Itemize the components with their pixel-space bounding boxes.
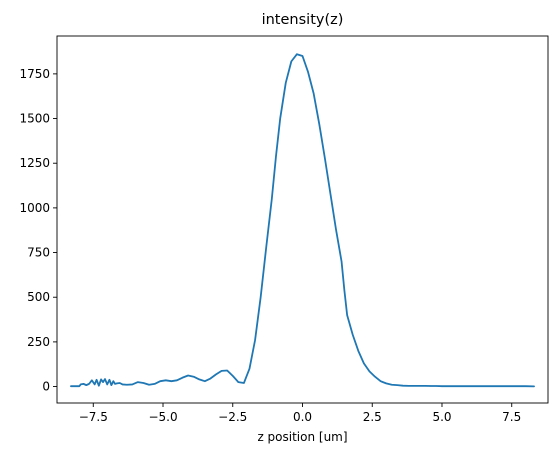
y-tick-label: 500 <box>27 290 50 304</box>
chart-title: intensity(z) <box>262 12 344 28</box>
y-tick-label: 1000 <box>19 201 50 215</box>
y-axis-ticks: 0 250 500 750 1000 1250 1500 1750 <box>19 67 57 394</box>
x-tick-label: −2.5 <box>218 410 247 424</box>
x-tick-label: 5.0 <box>432 410 451 424</box>
y-tick-label: 750 <box>27 246 50 260</box>
plot-frame <box>56 35 549 404</box>
x-axis-label: z position [um] <box>257 430 347 444</box>
x-tick-label: 2.5 <box>363 410 382 424</box>
y-tick-label: 1750 <box>19 67 50 81</box>
x-tick-label: 0.0 <box>293 410 312 424</box>
plot-area <box>56 35 549 404</box>
y-tick-label: 250 <box>27 335 50 349</box>
x-tick-label: −5.0 <box>148 410 177 424</box>
intensity-series-line <box>70 53 535 388</box>
y-tick-label: 1500 <box>19 112 50 126</box>
x-tick-label: −7.5 <box>79 410 108 424</box>
x-axis-ticks: −7.5 −5.0 −2.5 0.0 2.5 5.0 7.5 <box>79 403 521 424</box>
y-tick-label: 1250 <box>19 156 50 170</box>
y-tick-label: 0 <box>42 380 50 394</box>
x-tick-label: 7.5 <box>502 410 521 424</box>
